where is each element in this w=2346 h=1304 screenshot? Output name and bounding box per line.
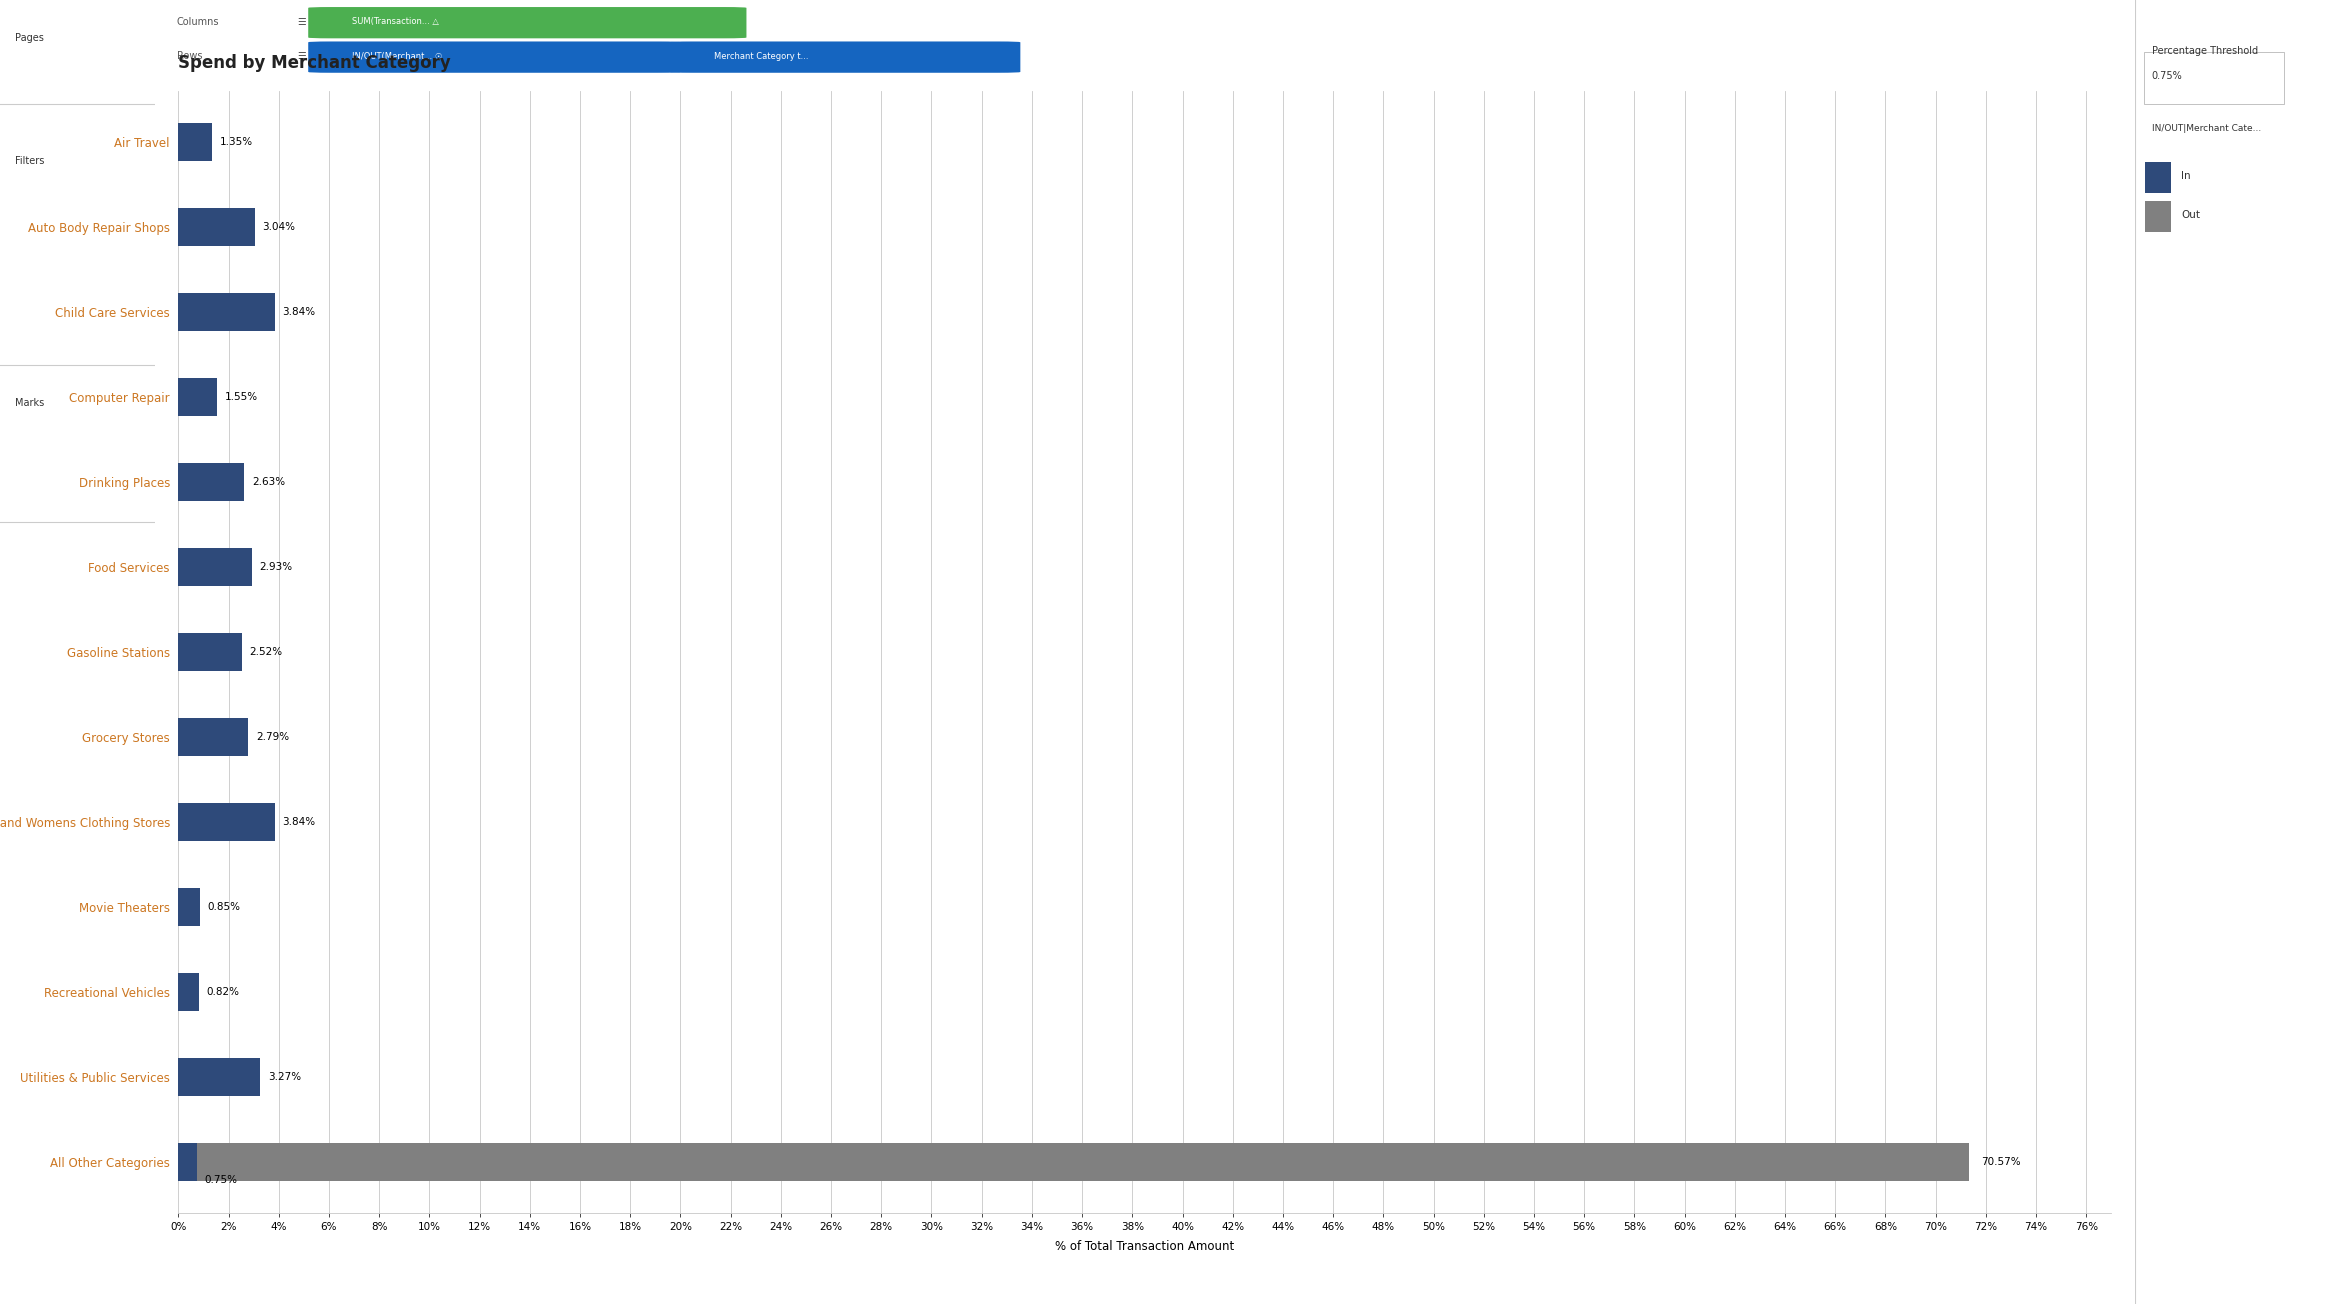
Text: Marks: Marks (16, 398, 45, 408)
Text: 3.84%: 3.84% (282, 308, 314, 317)
Bar (197, 1142, 1968, 1181)
Bar (178, 548, 251, 587)
Text: Out: Out (2182, 210, 2201, 220)
Text: 0.85%: 0.85% (206, 902, 239, 911)
Bar (178, 1142, 197, 1181)
Bar (178, 888, 199, 926)
Bar (178, 717, 249, 756)
Bar (178, 378, 218, 416)
Text: Merchant Category t...: Merchant Category t... (713, 52, 807, 61)
Text: In: In (2182, 171, 2191, 181)
Text: 0.75%: 0.75% (204, 1175, 237, 1184)
Text: 1.55%: 1.55% (225, 393, 258, 402)
Text: Columns: Columns (176, 17, 218, 27)
FancyBboxPatch shape (669, 42, 1021, 73)
Text: 3.27%: 3.27% (267, 1072, 300, 1082)
Text: Filters: Filters (16, 156, 45, 167)
X-axis label: % of Total Transaction Amount: % of Total Transaction Amount (1056, 1240, 1234, 1253)
Text: 2.79%: 2.79% (256, 732, 289, 742)
FancyBboxPatch shape (307, 42, 680, 73)
Text: 0.82%: 0.82% (206, 987, 239, 996)
Bar (178, 973, 199, 1011)
Text: 70.57%: 70.57% (1982, 1157, 2020, 1167)
Bar (178, 463, 244, 501)
Text: Spend by Merchant Category: Spend by Merchant Category (178, 53, 450, 72)
FancyBboxPatch shape (2144, 52, 2283, 104)
Bar (178, 293, 274, 331)
Text: IN/OUT|Merchant Cate...: IN/OUT|Merchant Cate... (2151, 124, 2262, 133)
Text: 3.04%: 3.04% (263, 222, 296, 232)
Text: 2.63%: 2.63% (251, 477, 284, 488)
Bar (178, 803, 274, 841)
Text: ☰: ☰ (298, 17, 305, 27)
Text: 2.52%: 2.52% (249, 647, 282, 657)
Text: IN/OUT(Merchant... ☉: IN/OUT(Merchant... ☉ (352, 52, 443, 61)
Text: SUM(Transaction... △: SUM(Transaction... △ (352, 17, 439, 26)
Text: 3.84%: 3.84% (282, 816, 314, 827)
Text: Percentage Threshold: Percentage Threshold (2151, 46, 2257, 56)
Bar (178, 209, 256, 246)
Bar (178, 123, 211, 162)
Text: 1.35%: 1.35% (221, 137, 253, 147)
Text: 0.75%: 0.75% (2151, 70, 2182, 81)
Text: Pages: Pages (16, 33, 45, 43)
FancyBboxPatch shape (2144, 162, 2170, 193)
Text: ☰: ☰ (298, 51, 305, 61)
FancyBboxPatch shape (307, 7, 746, 38)
Bar (178, 632, 242, 672)
Text: 2.93%: 2.93% (260, 562, 293, 572)
Bar (178, 1058, 260, 1095)
Text: Rows: Rows (176, 51, 202, 61)
FancyBboxPatch shape (2144, 201, 2170, 232)
